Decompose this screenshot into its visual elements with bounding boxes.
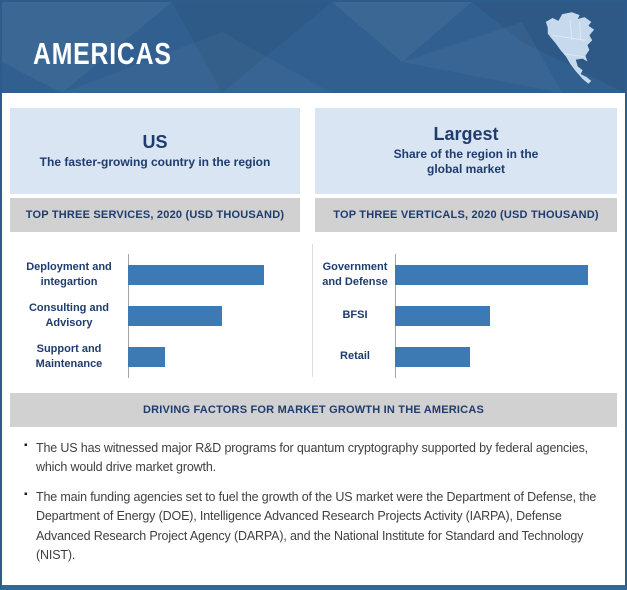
bar-track (128, 346, 302, 367)
bar-category-label: Government and Defense (322, 261, 388, 288)
section-headers-row: TOP THREE SERVICES, 2020 (USD THOUSAND) … (10, 198, 617, 232)
bar (395, 264, 589, 285)
bar-category-label: Consulting and Advisory (28, 302, 110, 329)
bar-category-label: Support and Maintenance (35, 343, 103, 370)
highlight-card-us: US The faster-growing country in the reg… (10, 108, 300, 194)
driving-factors-list: The US has witnessed major R&D programs … (24, 438, 599, 566)
highlight-card-largest: Largest Share of the region in the globa… (315, 108, 617, 194)
section-header-services: TOP THREE SERVICES, 2020 (USD THOUSAND) (10, 198, 300, 232)
bar-row: Consulting and Advisory (10, 295, 302, 336)
bar (128, 305, 222, 326)
charts-row: Deployment and integartion Consulting and… (10, 242, 617, 378)
bar-category-label: BFSI (342, 309, 368, 322)
bar (128, 346, 165, 367)
card-subtitle: The faster-growing country in the region (39, 154, 271, 169)
card-title: Largest (433, 124, 499, 145)
section-header-verticals: TOP THREE VERTICALS, 2020 (USD THOUSAND) (315, 198, 617, 232)
north-america-map-icon (545, 12, 595, 84)
panel-divider (312, 244, 313, 377)
driving-factor-bullet: The US has witnessed major R&D programs … (24, 438, 599, 478)
bar (395, 305, 491, 326)
driving-factor-bullet: The main funding agencies set to fuel th… (24, 487, 599, 566)
bar-row: Government and Defense (315, 254, 617, 295)
bar-category-label: Retail (340, 350, 370, 363)
driving-factors-header: DRIVING FACTORS FOR MARKET GROWTH IN THE… (10, 393, 617, 427)
bar (395, 346, 471, 367)
bar-track (128, 305, 302, 326)
bar-row: Support and Maintenance (10, 336, 302, 377)
services-bar-chart: Deployment and integartion Consulting and… (10, 242, 302, 378)
region-banner: AMERICAS (2, 2, 625, 93)
verticals-bar-chart: Government and Defense BFSI Retail (315, 242, 617, 378)
highlight-cards-row: US The faster-growing country in the reg… (10, 108, 617, 194)
card-subtitle: Share of the region in the global market (393, 146, 539, 177)
page-title: AMERICAS (33, 36, 172, 71)
bar-track (395, 346, 617, 367)
bar-row: Retail (315, 336, 617, 377)
card-title: US (142, 131, 168, 152)
bar-track (395, 305, 617, 326)
bar-track (395, 264, 617, 285)
bar-track (128, 264, 302, 285)
bar (128, 264, 264, 285)
bar-row: BFSI (315, 295, 617, 336)
bar-row: Deployment and integartion (10, 254, 302, 295)
bar-category-label: Deployment and integartion (26, 261, 112, 288)
